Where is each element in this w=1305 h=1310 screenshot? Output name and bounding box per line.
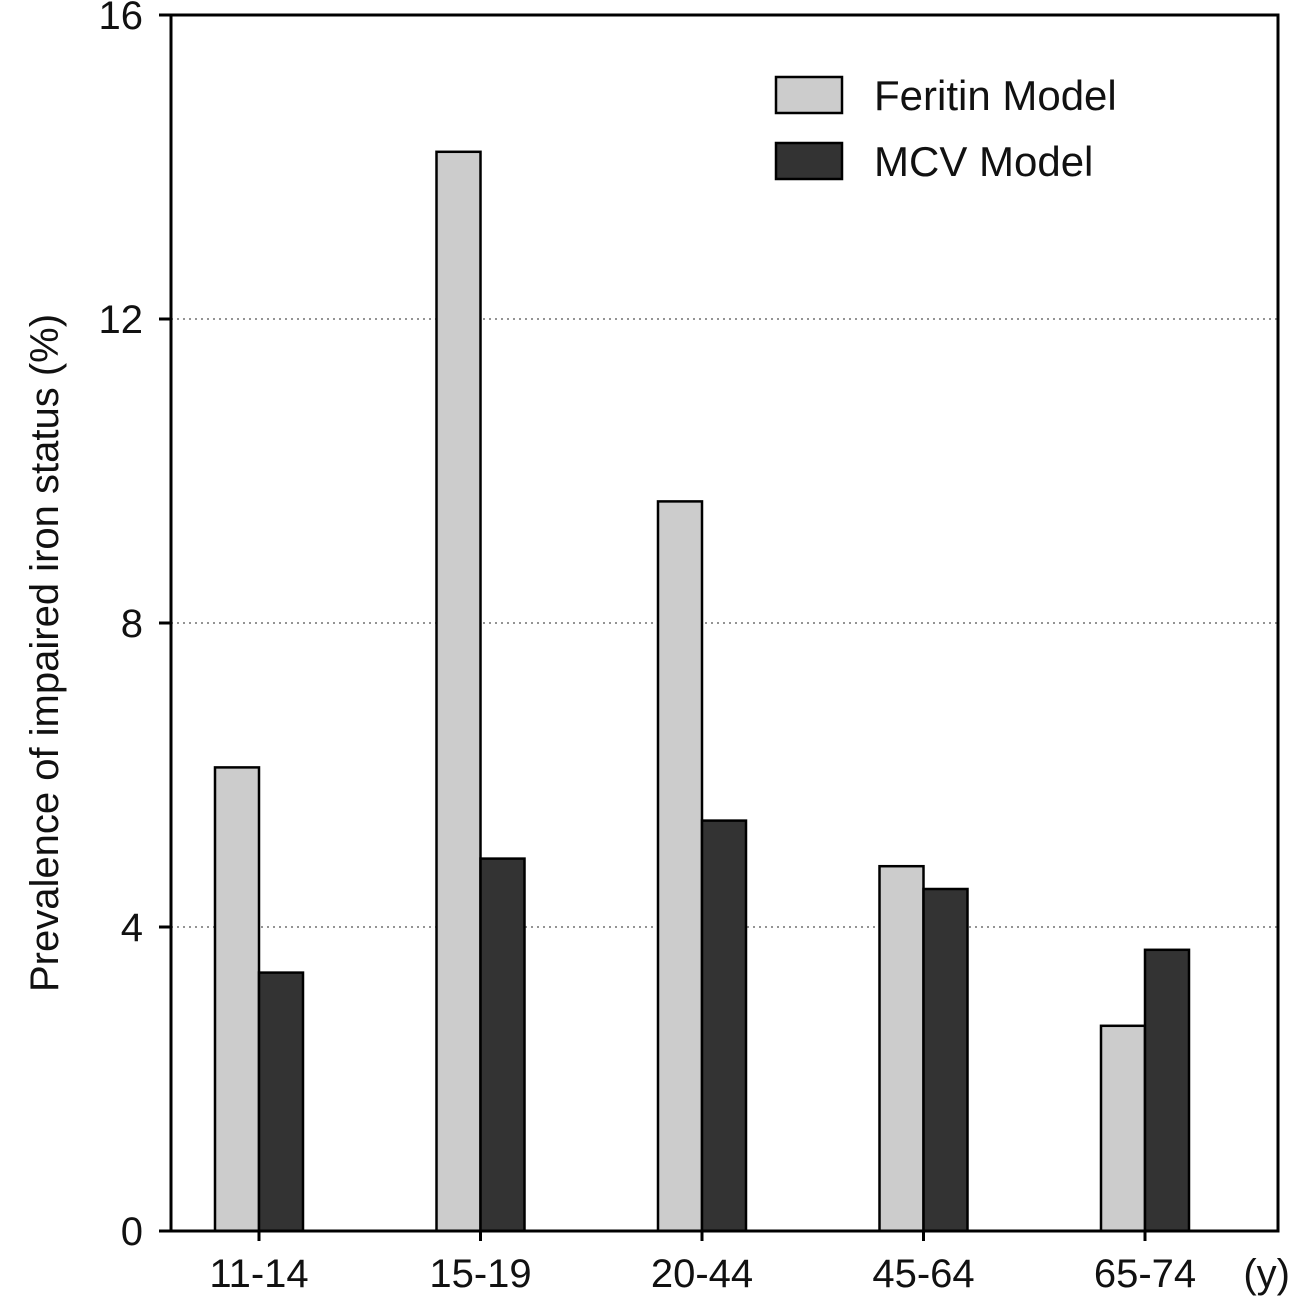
bar-mcv-model-65-74	[1143, 948, 1191, 1233]
bar-mcv-model-15-19	[479, 857, 526, 1233]
bar-mcv-model-45-64	[922, 887, 969, 1233]
bar-mcv-model-11-14	[257, 971, 305, 1233]
legend: Feritin Model MCV Model	[774, 72, 1117, 185]
legend-label: MCV Model	[874, 138, 1093, 185]
y-tick-label: 16	[99, 0, 144, 38]
y-axis-label: Prevalence of impaired iron status (%)	[23, 314, 67, 992]
bar-mcv-model-20-44	[700, 819, 748, 1233]
bar-feritin-model-65-74	[1099, 1024, 1147, 1233]
legend-swatch	[774, 75, 844, 115]
y-tick-label: 12	[99, 298, 144, 342]
x-axis-ticks: 11-14 15-19 20-44 45-64 65-74	[209, 1231, 1196, 1296]
y-tick-label: 4	[121, 906, 143, 950]
legend-swatch	[774, 141, 844, 181]
y-axis-ticks: 0 4 8 12 16	[99, 0, 171, 1254]
bars	[213, 150, 1191, 1233]
x-tick-label: 65-74	[1094, 1252, 1196, 1296]
bar-feritin-model-45-64	[878, 864, 925, 1233]
x-tick-label: 45-64	[872, 1252, 974, 1296]
x-tick-label: 20-44	[651, 1252, 753, 1296]
bar-feritin-model-11-14	[213, 766, 261, 1233]
y-tick-label: 8	[121, 602, 143, 646]
x-axis-unit-label: (y)	[1243, 1252, 1290, 1296]
x-tick-label: 15-19	[429, 1252, 531, 1296]
y-tick-label: 0	[121, 1210, 143, 1254]
bar-feritin-model-20-44	[656, 500, 704, 1233]
legend-label: Feritin Model	[874, 72, 1117, 119]
x-tick-label: 11-14	[209, 1252, 308, 1296]
bar-feritin-model-15-19	[435, 150, 482, 1233]
